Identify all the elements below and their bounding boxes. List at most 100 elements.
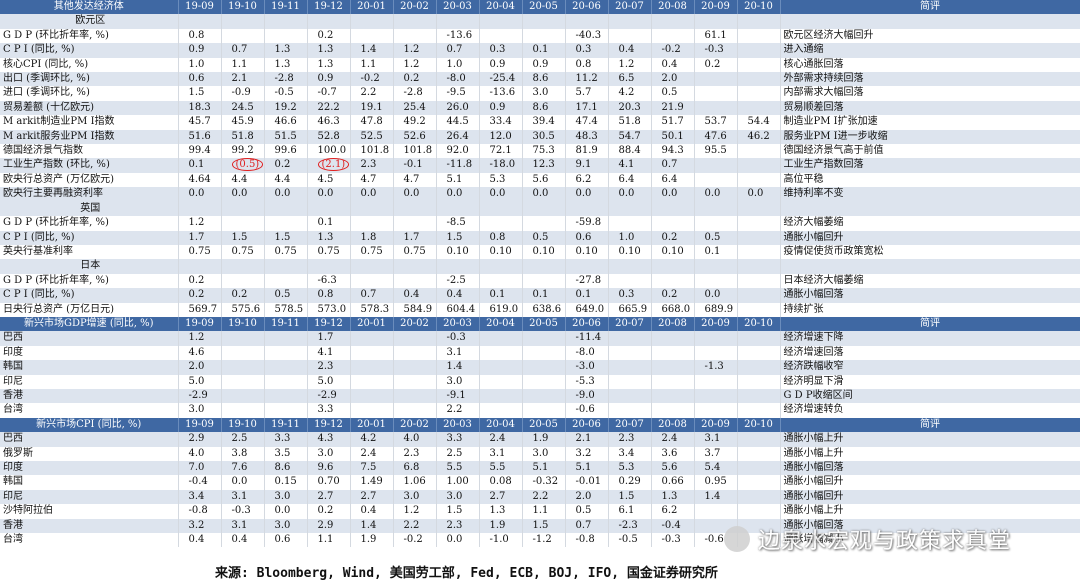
row-label: 印度 [0,461,179,476]
value-cell: 1.1 [221,57,265,73]
comment-cell: 经济跌幅收窄 [780,360,1080,375]
row-label: M arkit服务业PM I指数 [0,129,179,145]
value-cell: 2.2 [436,403,480,418]
value-cell: 0.75 [264,244,308,260]
value-cell: 1.2 [178,216,222,231]
value-cell: 6.5 [608,72,652,87]
value-cell [651,403,695,418]
value-cell [694,403,738,418]
value-cell: -5.3 [565,374,609,389]
value-cell: -0.2 [651,43,695,58]
value-cell [737,43,781,58]
value-cell: 1.9 [350,533,394,548]
empty-cell [264,201,308,217]
value-cell: 72.1 [479,144,523,159]
empty-cell [393,14,437,29]
column-header: 20-03 [436,0,480,15]
value-cell: 0.0 [694,288,738,303]
value-cell: 569.7 [178,302,222,317]
value-cell: 1.3 [651,489,695,505]
value-cell: -6.3 [307,273,351,289]
value-cell: 3.5 [264,446,308,461]
value-cell: 21.9 [651,100,695,116]
value-cell [737,100,781,116]
value-cell [522,403,566,418]
value-cell: 0.7 [565,518,609,534]
empty-cell [608,14,652,29]
value-cell: 0.10 [522,244,566,260]
value-cell: 52.5 [350,129,394,145]
value-cell: 0.5 [522,230,566,245]
value-cell [608,331,652,346]
value-cell: 0.1 [178,158,222,173]
value-cell [264,331,308,346]
value-cell: 689.9 [694,302,738,317]
value-cell: 0.4 [221,533,265,548]
value-cell: 4.7 [350,172,394,188]
value-cell [522,360,566,375]
value-cell: 3.0 [264,489,308,505]
value-cell: -0.6 [565,403,609,418]
value-cell: 8.6 [522,72,566,87]
value-cell: -0.8 [565,533,609,548]
column-header: 20-07 [608,417,652,433]
value-cell: 0.4 [350,504,394,519]
value-cell [608,374,652,389]
value-cell [350,273,394,289]
value-cell [694,273,738,289]
comment-column-header: 简评 [780,417,1080,433]
value-cell [737,172,781,188]
value-cell [393,216,437,231]
value-cell: 3.2 [565,446,609,461]
column-header: 20-06 [565,316,609,332]
value-cell: 3.1 [694,432,738,447]
value-cell [608,388,652,404]
value-cell [737,403,781,418]
empty-cell [608,259,652,274]
value-cell: 665.9 [608,302,652,317]
value-cell [737,461,781,476]
comment-cell: 疫情促使货币政策宽松 [780,244,1080,260]
value-cell [694,388,738,404]
value-cell [737,244,781,260]
value-cell: 604.4 [436,302,480,317]
value-cell: 88.4 [608,144,652,159]
value-cell: 75.3 [522,144,566,159]
value-cell [479,331,523,346]
column-header: 19-09 [178,0,222,15]
value-cell [651,345,695,361]
row-label: 香港 [0,388,179,404]
value-cell [350,388,394,404]
value-cell [350,28,394,44]
value-cell: 578.3 [350,302,394,317]
value-cell: 3.0 [307,446,351,461]
value-cell: 1.9 [479,518,523,534]
value-cell: 1.3 [307,230,351,245]
value-cell: 6.2 [565,172,609,188]
value-cell: 2.0 [565,489,609,505]
value-cell [651,360,695,375]
value-cell: 6.8 [393,461,437,476]
value-cell: 2.2 [350,86,394,101]
value-cell: 0.4 [393,288,437,303]
value-cell: 1.2 [393,43,437,58]
section-header-row: 新兴市场GDP增速 (同比, %) 19-09 19-10 19-11 19-12 20-… [0,316,1080,332]
column-header: 20-09 [694,417,738,433]
value-cell [737,489,781,505]
value-cell [350,331,394,346]
row-label: G D P (环比折年率, %) [0,28,179,44]
value-cell: 3.8 [221,446,265,461]
value-cell: 4.1 [307,345,351,361]
value-cell: 12.0 [479,129,523,145]
value-cell: 3.1 [479,446,523,461]
value-cell: 0.2 [221,288,265,303]
value-cell: 1.7 [307,331,351,346]
value-cell: 0.0 [264,187,308,202]
value-cell [651,374,695,389]
table-row: 印尼 3.4 3.1 3.0 2.7 2.7 3.0 3.0 2.7 2.2 2.0 1.5 1.3 1.… [0,489,1080,505]
value-cell: -2.8 [264,72,308,87]
value-cell: 0.2 [651,230,695,245]
table-row: 巴西 1.2 1.7 -0.3 -11.4 经济增速下降 [0,331,1080,346]
value-cell: 54.4 [737,115,781,130]
value-cell: 1.3 [307,43,351,58]
